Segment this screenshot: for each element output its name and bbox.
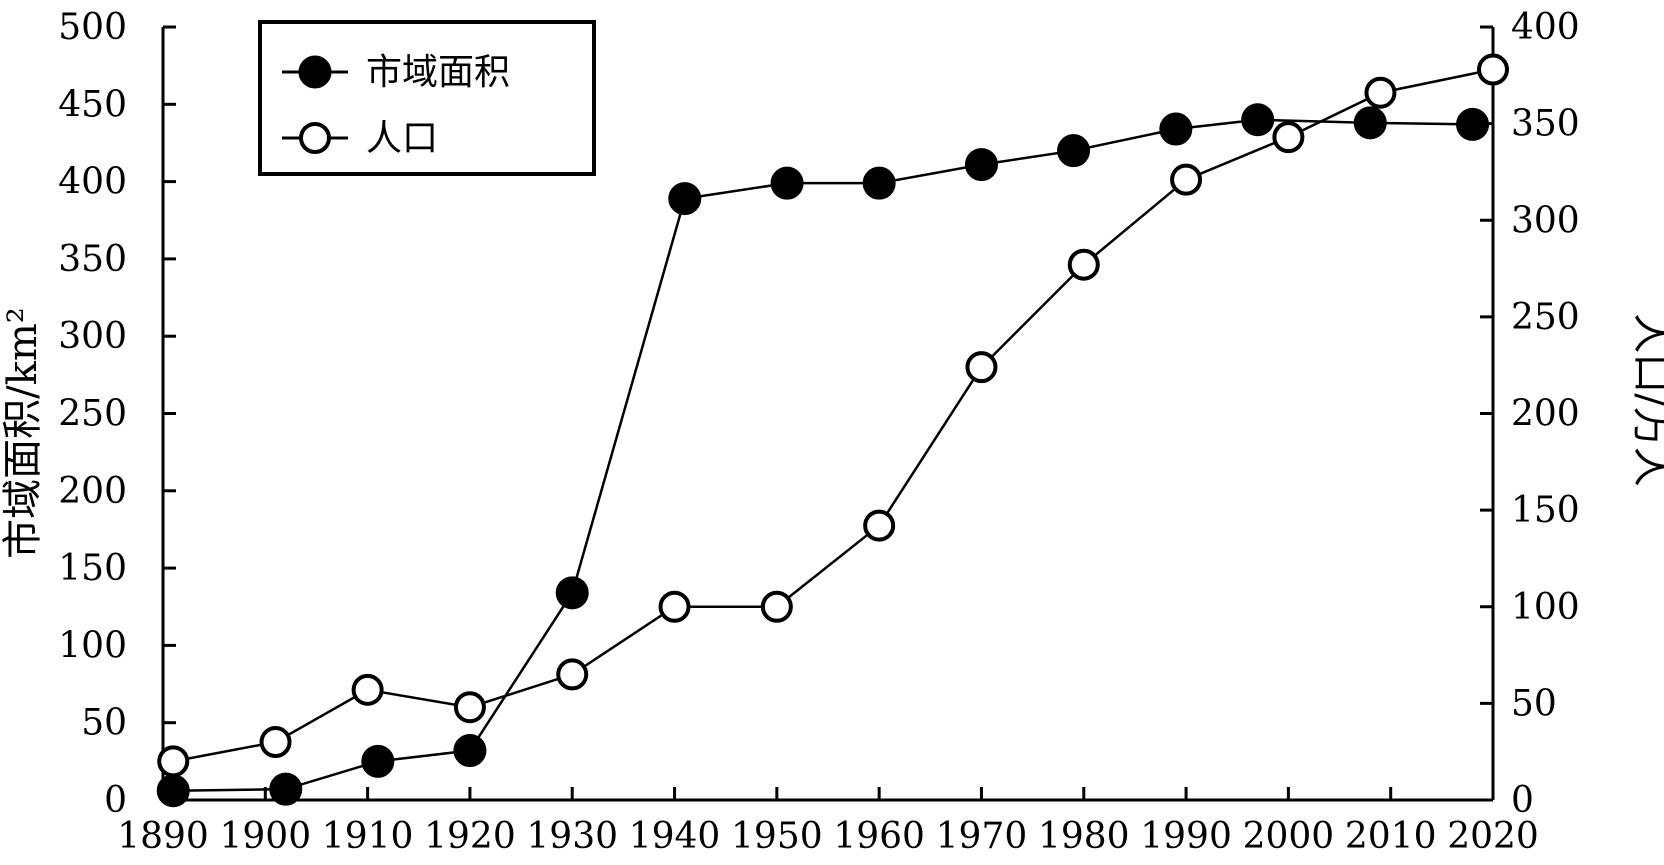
right-tick-label: 200 xyxy=(1511,394,1580,435)
data-point xyxy=(1456,107,1490,141)
data-point xyxy=(862,166,896,200)
data-point xyxy=(965,351,998,384)
right-tick-label: 50 xyxy=(1511,683,1557,724)
data-point xyxy=(760,590,793,623)
data-point xyxy=(1159,112,1193,146)
data-point xyxy=(1067,248,1100,281)
data-point xyxy=(157,745,190,778)
right-tick-label: 250 xyxy=(1511,297,1580,338)
data-point xyxy=(770,166,804,200)
data-point xyxy=(269,772,303,806)
data-point xyxy=(863,509,896,542)
data-point xyxy=(555,576,589,610)
data-point xyxy=(1353,106,1387,140)
x-tick-label: 1910 xyxy=(322,816,414,857)
data-point xyxy=(156,774,190,808)
data-point xyxy=(351,673,384,706)
left-tick-label: 50 xyxy=(81,703,127,744)
x-tick-label: 1940 xyxy=(629,816,721,857)
legend: 市域面积 人口 xyxy=(258,20,596,176)
x-tick-label: 1930 xyxy=(526,816,618,857)
right-tick-label: 150 xyxy=(1511,490,1580,531)
data-point xyxy=(259,726,292,759)
data-point xyxy=(1241,103,1275,137)
data-point xyxy=(668,182,702,216)
right-tick-label: 300 xyxy=(1511,200,1580,241)
left-tick-label: 350 xyxy=(58,239,127,280)
left-tick-label: 500 xyxy=(58,7,127,48)
series xyxy=(156,53,1509,808)
x-tick-label: 1990 xyxy=(1140,816,1232,857)
left-tick-label: 150 xyxy=(58,548,127,589)
x-tick-label: 1950 xyxy=(731,816,823,857)
data-point xyxy=(453,734,487,768)
data-point xyxy=(964,148,998,182)
x-tick-label: 2010 xyxy=(1345,816,1437,857)
right-tick-label: 400 xyxy=(1511,7,1580,48)
series-line-1 xyxy=(172,68,1494,763)
x-tick-label: 1890 xyxy=(117,816,209,857)
data-point xyxy=(1272,121,1305,154)
data-point xyxy=(361,744,395,778)
ticks: 0 50 100 150 200 250 300 350 400 450 500 0 50 100 150 2… xyxy=(58,7,1579,857)
data-point xyxy=(1364,76,1397,109)
legend-label-area: 市域面积 xyxy=(366,52,510,93)
data-point xyxy=(556,658,589,691)
data-point xyxy=(1170,163,1203,196)
left-tick-label: 400 xyxy=(58,162,127,203)
left-axis-title: 市域面积/km² xyxy=(0,307,46,559)
legend-marker-area xyxy=(298,55,332,89)
right-tick-label: 350 xyxy=(1511,104,1580,145)
x-tick-label: 1900 xyxy=(219,816,311,857)
data-point xyxy=(1477,53,1509,86)
left-tick-label: 300 xyxy=(58,316,127,357)
data-point xyxy=(1057,134,1091,168)
left-tick-label: 450 xyxy=(58,84,127,125)
left-tick-label: 250 xyxy=(58,394,127,435)
left-tick-label: 200 xyxy=(58,471,127,512)
legend-label-population: 人口 xyxy=(366,118,438,159)
x-tick-label: 1960 xyxy=(833,816,925,857)
right-tick-label: 100 xyxy=(1511,587,1580,628)
right-axis-title: 人口/万人 xyxy=(1628,313,1664,486)
x-tick-label: 1970 xyxy=(936,816,1028,857)
x-tick-label: 1980 xyxy=(1038,816,1130,857)
x-tick-label: 2000 xyxy=(1243,816,1335,857)
left-tick-label: 0 xyxy=(104,780,127,821)
data-point xyxy=(658,590,691,623)
x-tick-label: 2020 xyxy=(1447,816,1539,857)
data-point xyxy=(453,691,486,724)
x-tick-label: 1920 xyxy=(424,816,516,857)
legend-marker-population xyxy=(299,122,331,154)
left-tick-label: 100 xyxy=(58,625,127,666)
right-tick-label: 0 xyxy=(1511,780,1534,821)
